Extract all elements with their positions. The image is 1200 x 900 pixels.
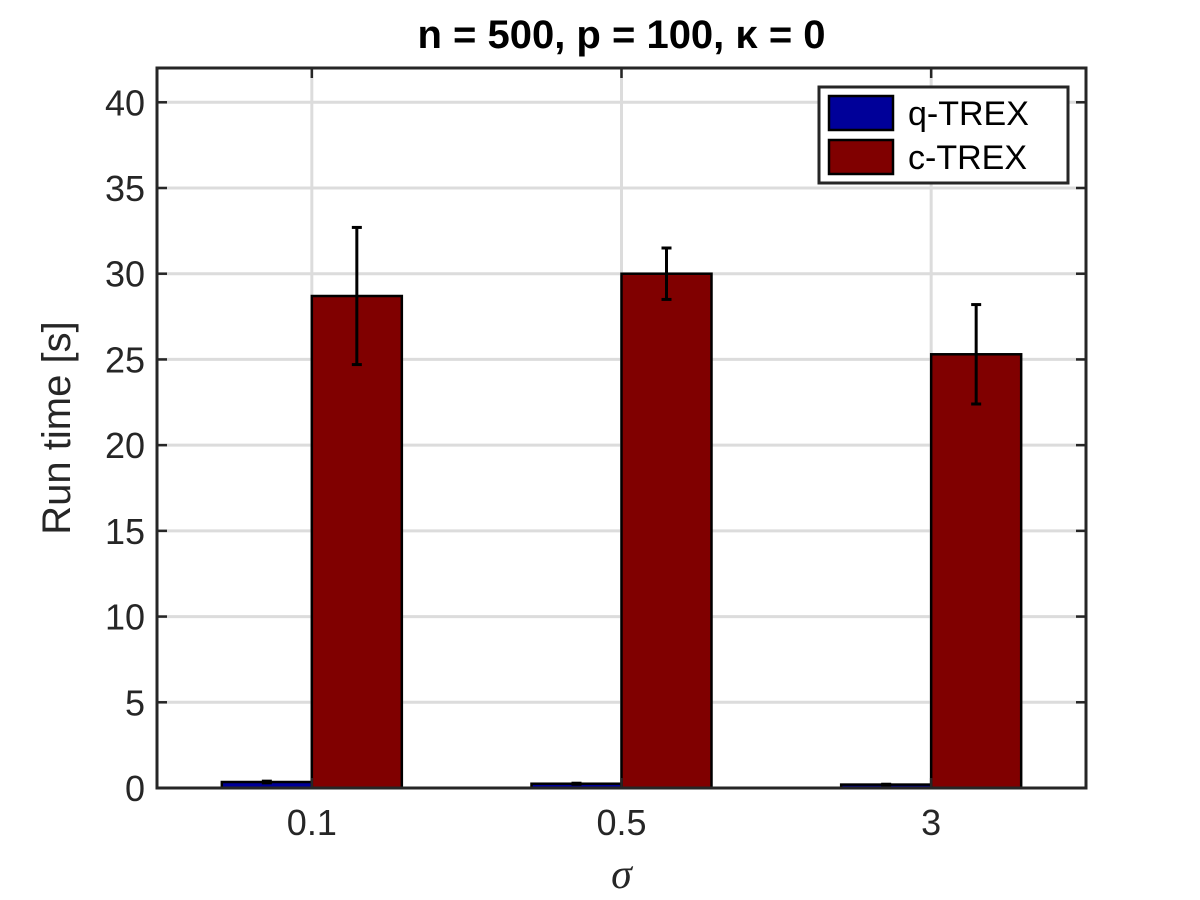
legend-label-c-trex: c-TREX bbox=[908, 139, 1027, 177]
x-tick-label: 3 bbox=[921, 802, 941, 843]
bar-c-trex bbox=[310, 294, 404, 790]
y-tick-label: 15 bbox=[105, 511, 145, 552]
y-tick-label: 10 bbox=[105, 597, 145, 638]
y-tick-label: 35 bbox=[105, 168, 145, 209]
bar-c-trex bbox=[929, 353, 1023, 790]
y-tick-label: 25 bbox=[105, 339, 145, 380]
y-axis-label: Run time [s] bbox=[35, 321, 79, 534]
error-bars bbox=[261, 225, 982, 787]
y-tick-label: 30 bbox=[105, 254, 145, 295]
legend-label-q-trex: q-TREX bbox=[908, 95, 1029, 133]
bar-c-trex bbox=[620, 272, 713, 790]
x-tick-label: 0.5 bbox=[596, 802, 646, 843]
y-tick-label: 5 bbox=[125, 682, 145, 723]
legend-swatch-c-trex bbox=[827, 138, 895, 176]
bars bbox=[220, 272, 1023, 790]
legend: q-TREX c-TREX bbox=[817, 85, 1070, 185]
x-axis-ticks: 0.1 0.5 3 bbox=[287, 68, 941, 843]
chart-title: n = 500, p = 100, κ = 0 bbox=[417, 13, 825, 57]
legend-swatch-q-trex bbox=[827, 94, 895, 132]
y-tick-label: 20 bbox=[105, 425, 145, 466]
y-axis-ticks: 0 5 10 15 20 25 30 35 40 bbox=[105, 82, 1086, 809]
x-tick-label: 0.1 bbox=[287, 802, 337, 843]
y-tick-label: 40 bbox=[105, 82, 145, 123]
x-axis-label: σ bbox=[611, 852, 634, 898]
y-tick-label: 0 bbox=[125, 768, 145, 809]
